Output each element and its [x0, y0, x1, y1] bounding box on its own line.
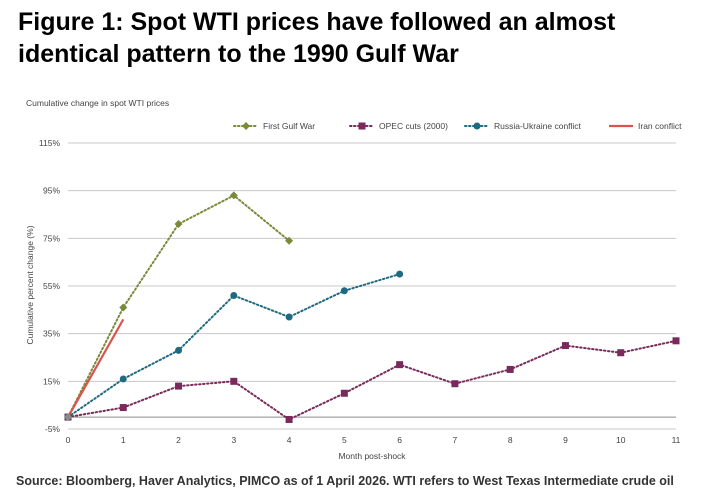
data-point [285, 236, 294, 245]
legend-label: Iran conflict [638, 121, 682, 131]
y-tick-label: 35% [43, 329, 60, 339]
y-tick-label: 115% [39, 138, 61, 148]
series-opec-cuts-2000 [64, 337, 680, 423]
series-line-opec-cuts-2000 [67, 339, 677, 421]
series-russia-ukraine-conflict [64, 270, 404, 421]
data-point [672, 337, 680, 345]
x-tick-label: 11 [672, 435, 681, 445]
data-point [175, 382, 183, 390]
data-point [119, 404, 127, 412]
y-tick-label: 75% [43, 233, 60, 243]
x-tick-label: 4 [287, 435, 292, 445]
data-point [174, 220, 183, 229]
series-first-gulf-war [64, 191, 294, 422]
x-tick-label: 8 [508, 435, 513, 445]
x-tick-label: 2 [176, 435, 181, 445]
x-tick-label: 1 [121, 435, 126, 445]
x-tick-label: 0 [66, 435, 71, 445]
x-tick-label: 6 [397, 435, 402, 445]
data-point [396, 270, 404, 278]
data-point [119, 303, 128, 312]
data-point [617, 349, 625, 357]
legend-marker [473, 122, 481, 130]
x-tick-label: 10 [616, 435, 626, 445]
y-axis-label: Cumulative percent change (%) [25, 225, 35, 344]
source-note: Source: Bloomberg, Haver Analytics, PIMC… [16, 474, 674, 488]
data-point [451, 380, 459, 388]
y-tick-label: 15% [43, 376, 60, 386]
x-tick-label: 7 [453, 435, 458, 445]
y-tick-label: 95% [43, 186, 60, 196]
data-point [340, 287, 348, 295]
x-axis-ticks: 0 1 2 3 4 5 6 7 8 9 10 11 [66, 435, 681, 445]
series-line-iran-conflict [67, 318, 125, 418]
y-tick-label: -5% [45, 424, 61, 434]
x-tick-label: 9 [563, 435, 568, 445]
x-tick-label: 5 [342, 435, 347, 445]
legend-item-opec-cuts-2000: OPEC cuts (2000) [349, 121, 448, 131]
y-axis-ticks: -5% 15% 35% 55% 75% 95% 115% [39, 138, 61, 434]
line-chart: Cumulative change in spot WTI prices -5%… [25, 98, 682, 461]
legend-label: OPEC cuts (2000) [379, 121, 448, 131]
data-point [561, 342, 569, 350]
data-point [230, 292, 238, 300]
grid-lines [68, 142, 676, 430]
data-point [119, 375, 127, 383]
x-tick-label: 3 [231, 435, 236, 445]
x-axis-label: Month post-shock [338, 451, 406, 461]
data-point [175, 346, 183, 354]
legend-item-first-gulf-war: First Gulf War [233, 121, 315, 131]
legend-marker [242, 122, 250, 130]
data-point [506, 365, 514, 373]
figure-title: Figure 1: Spot WTI prices have followed … [18, 8, 616, 68]
series-iran-conflict [67, 318, 125, 418]
data-point [229, 191, 238, 200]
legend-item-iran-conflict: Iran conflict [609, 121, 682, 131]
legend-label: Russia-Ukraine conflict [494, 121, 582, 131]
data-point [340, 389, 348, 397]
legend: First Gulf War OPEC cuts (2000) Russia-Ukr… [233, 121, 682, 131]
y-tick-label: 55% [43, 281, 60, 291]
data-point [285, 415, 293, 423]
origin-point [64, 413, 72, 422]
chart-subtitle: Cumulative change in spot WTI prices [26, 98, 169, 108]
data-point [230, 377, 238, 385]
data-point [396, 361, 404, 369]
series-line-first-gulf-war [67, 194, 291, 419]
legend-label: First Gulf War [263, 121, 315, 131]
legend-item-russia-ukraine-conflict: Russia-Ukraine conflict [464, 121, 582, 131]
legend-marker [358, 122, 366, 130]
data-point [285, 313, 293, 321]
series-group [64, 191, 680, 423]
